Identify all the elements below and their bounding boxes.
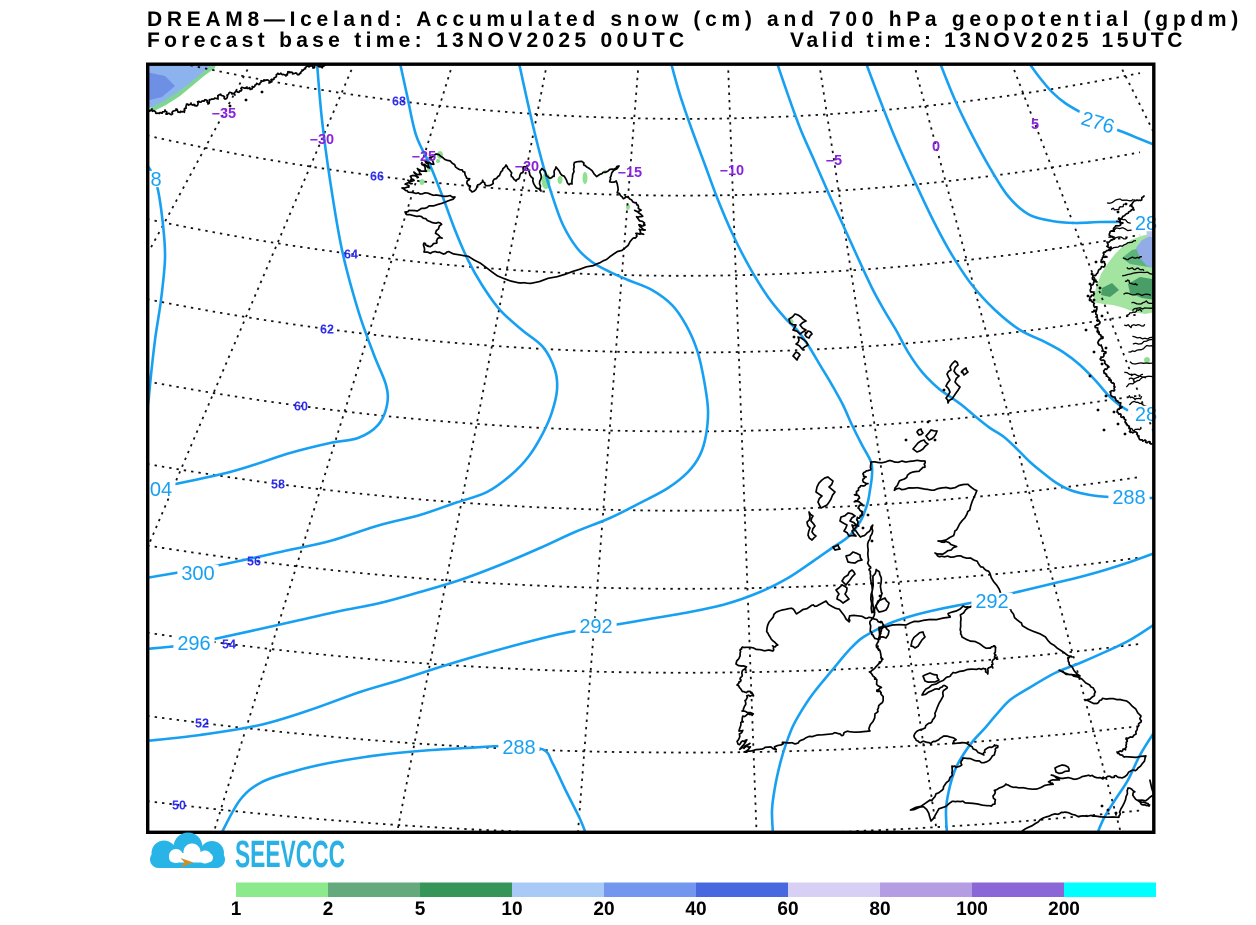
svg-text:52: 52: [195, 717, 209, 731]
svg-text:64: 64: [344, 248, 358, 262]
svg-text:100: 100: [956, 899, 988, 920]
svg-text:–30: –30: [310, 132, 334, 148]
svg-text:8: 8: [150, 169, 161, 191]
svg-text:–10: –10: [720, 163, 744, 179]
svg-text:Forecast base time: 13NOV2025: Forecast base time: 13NOV2025 00UTC: [147, 29, 689, 52]
svg-text:10: 10: [501, 899, 522, 920]
svg-text:80: 80: [869, 899, 890, 920]
svg-text:296: 296: [177, 633, 210, 655]
svg-text:28: 28: [1135, 404, 1157, 426]
svg-text:60: 60: [777, 899, 798, 920]
svg-text:2: 2: [323, 899, 334, 920]
svg-text:–25: –25: [412, 149, 436, 165]
svg-text:20: 20: [593, 899, 614, 920]
svg-text:50: 50: [172, 799, 186, 813]
svg-text:40: 40: [685, 899, 706, 920]
svg-text:1: 1: [231, 899, 242, 920]
svg-text:04: 04: [150, 479, 172, 501]
svg-text:300: 300: [181, 563, 214, 585]
svg-text:288: 288: [1112, 487, 1145, 509]
svg-text:DREAM8—Iceland: Accumulated sn: DREAM8—Iceland: Accumulated snow (cm) an…: [147, 8, 1243, 31]
svg-text:60: 60: [294, 400, 308, 414]
svg-text:54: 54: [222, 638, 236, 652]
svg-text:292: 292: [579, 616, 612, 638]
svg-text:5: 5: [415, 899, 426, 920]
svg-text:0: 0: [932, 139, 940, 155]
svg-text:292: 292: [975, 591, 1008, 613]
svg-text:–5: –5: [826, 153, 842, 169]
svg-text:–15: –15: [618, 165, 642, 181]
svg-text:28: 28: [1135, 213, 1157, 235]
svg-text:66: 66: [370, 170, 384, 184]
svg-text:–35: –35: [212, 106, 236, 122]
svg-text:58: 58: [271, 478, 285, 492]
svg-text:288: 288: [502, 737, 535, 759]
svg-text:68: 68: [392, 95, 406, 109]
svg-text:62: 62: [320, 323, 334, 337]
svg-text:200: 200: [1048, 899, 1080, 920]
svg-text:–20: –20: [515, 159, 539, 175]
svg-text:56: 56: [247, 555, 261, 569]
svg-text:5: 5: [1031, 117, 1039, 133]
svg-text:SEEVCCC: SEEVCCC: [235, 834, 345, 876]
svg-text:Valid time: 13NOV2025 15UTC: Valid time: 13NOV2025 15UTC: [790, 29, 1186, 52]
